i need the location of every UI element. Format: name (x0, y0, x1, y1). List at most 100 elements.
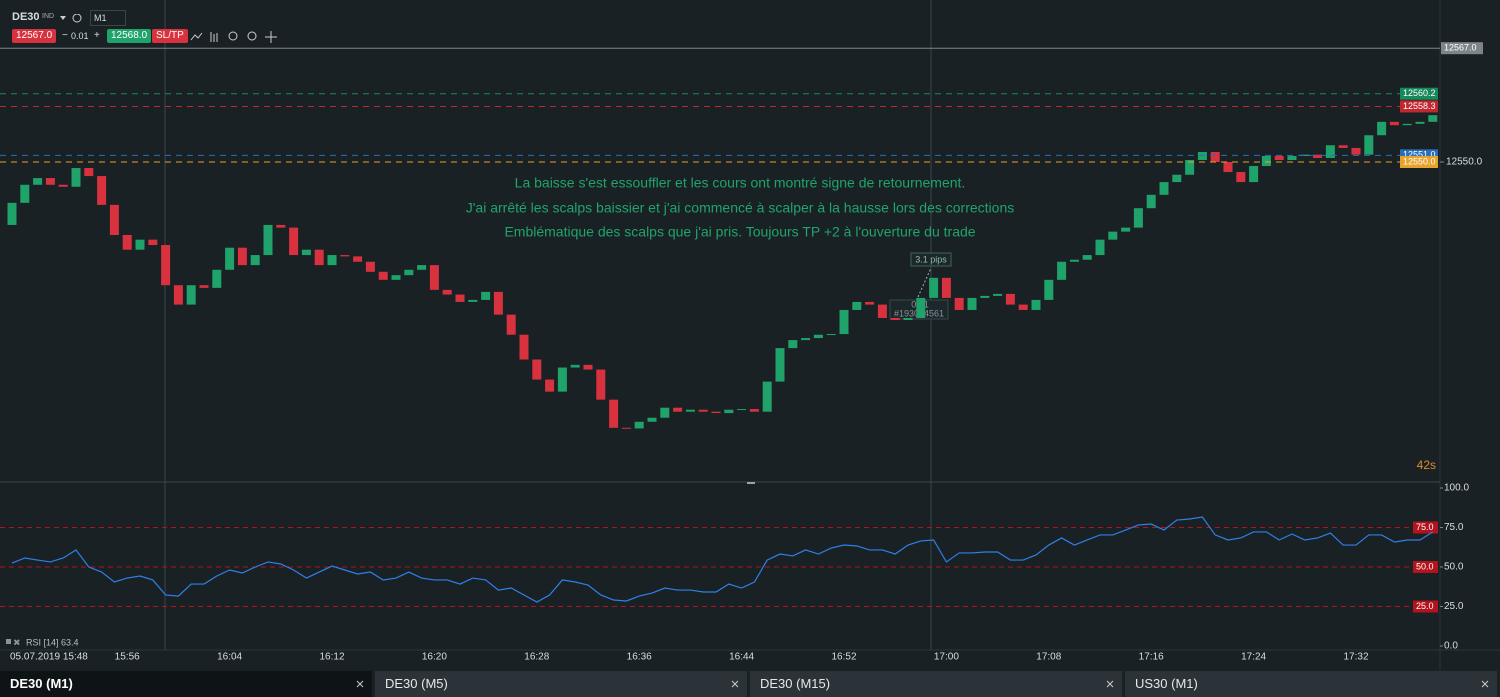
candle (250, 255, 260, 266)
chart-tools[interactable] (189, 30, 285, 44)
candle (378, 271, 388, 280)
candle (263, 224, 273, 256)
tab-close[interactable] (1481, 680, 1489, 688)
candle (775, 348, 785, 382)
level-label: 50.0 (1416, 561, 1434, 571)
candle (327, 255, 337, 266)
y-tick-label: 25.0 (1444, 601, 1464, 612)
symbol[interactable]: DE30 (12, 11, 40, 23)
annotation: Emblématique des scalps que j'ai pris. T… (504, 224, 975, 240)
candle (903, 317, 913, 320)
symbol-icons[interactable] (58, 14, 92, 24)
candle (1159, 182, 1169, 195)
candle (698, 409, 708, 412)
countdown: 42s (1417, 458, 1436, 472)
candle (596, 369, 606, 400)
candle (980, 295, 990, 298)
candle (84, 168, 94, 177)
x-tick-label: 16:04 (217, 652, 242, 663)
candle (724, 409, 734, 414)
candle (276, 224, 286, 228)
tab-close[interactable] (356, 680, 364, 688)
candle (1338, 145, 1348, 148)
tab[interactable]: US30 (M1) (1125, 671, 1497, 697)
sltp-button[interactable]: SL/TP (152, 29, 188, 43)
x-tick-label: 16:12 (319, 652, 344, 663)
y-tick-label: 0.0 (1444, 641, 1458, 652)
rsi-line (11, 516, 1434, 603)
tab-label: DE30 (M15) (760, 676, 831, 691)
candle (916, 297, 926, 318)
volume[interactable]: 0.01 (71, 31, 89, 41)
candle (1210, 151, 1220, 163)
x-tick-label: 05.07.2019 15:48 (10, 652, 88, 663)
candle (289, 227, 299, 256)
price-label: 12560.2 (1403, 88, 1436, 98)
x-tick-label: 16:44 (729, 652, 754, 663)
candle (749, 409, 759, 412)
candle (1069, 259, 1079, 262)
buy-button[interactable]: 12568.0 (107, 29, 152, 43)
candle (1005, 293, 1015, 305)
candle (1108, 231, 1118, 240)
x-tick-label: 17:32 (1343, 652, 1368, 663)
pips-box (910, 252, 952, 267)
candle (737, 409, 747, 411)
timeframe[interactable]: M1 (90, 10, 126, 26)
candle (468, 299, 478, 302)
candle (711, 411, 721, 414)
candle (301, 249, 311, 256)
candle (1197, 151, 1207, 160)
chart-area: La baisse s'est essouffler et les cours … (0, 0, 1500, 670)
level-label: 25.0 (1416, 601, 1434, 611)
indicator-close[interactable]: ✖ (13, 637, 21, 647)
tab-close[interactable] (1106, 680, 1114, 688)
y-tick-label: 12550.0 (1446, 157, 1483, 168)
candle (1274, 155, 1284, 160)
candle (1146, 194, 1156, 209)
candle (161, 245, 171, 286)
tab[interactable]: DE30 (M1) (0, 671, 372, 697)
y-tick-label: 100.0 (1444, 483, 1469, 494)
candle (1428, 115, 1438, 122)
y-tick-label: 75.0 (1444, 522, 1464, 533)
x-tick-label: 16:36 (627, 652, 652, 663)
candle (391, 275, 401, 280)
price-label-box (1400, 156, 1438, 169)
candle (621, 427, 631, 429)
candle (45, 178, 55, 185)
candle (929, 277, 939, 298)
candle (199, 285, 209, 288)
candle (1415, 121, 1425, 124)
candle (429, 265, 439, 290)
x-tick-label: 16:52 (831, 652, 856, 663)
indicator-icon[interactable] (6, 639, 11, 644)
candle (97, 176, 107, 205)
candle (1364, 135, 1374, 155)
tab[interactable]: DE30 (M5) (375, 671, 747, 697)
tab-close[interactable] (731, 680, 739, 688)
candle (7, 202, 17, 225)
tab[interactable]: DE30 (M15) (750, 671, 1122, 697)
candle (212, 269, 222, 288)
price-label: 12551.0 (1403, 150, 1436, 160)
x-tick-label: 17:00 (934, 652, 959, 663)
candle (1223, 162, 1233, 173)
candle (1377, 121, 1387, 136)
candle (173, 285, 183, 305)
candle (135, 239, 145, 250)
price-label-box (1441, 42, 1483, 55)
trade-link (917, 267, 932, 298)
candle (1300, 154, 1310, 156)
candle (609, 399, 619, 428)
candle (762, 381, 772, 412)
candle (1389, 121, 1399, 126)
candle (1236, 172, 1246, 183)
volume-minus[interactable]: − (62, 30, 68, 41)
candle (967, 297, 977, 310)
level-box (1413, 600, 1438, 613)
candle (225, 247, 235, 270)
volume-plus[interactable]: + (94, 30, 100, 41)
sell-button[interactable]: 12567.0 (12, 29, 57, 43)
candle (1313, 154, 1323, 158)
